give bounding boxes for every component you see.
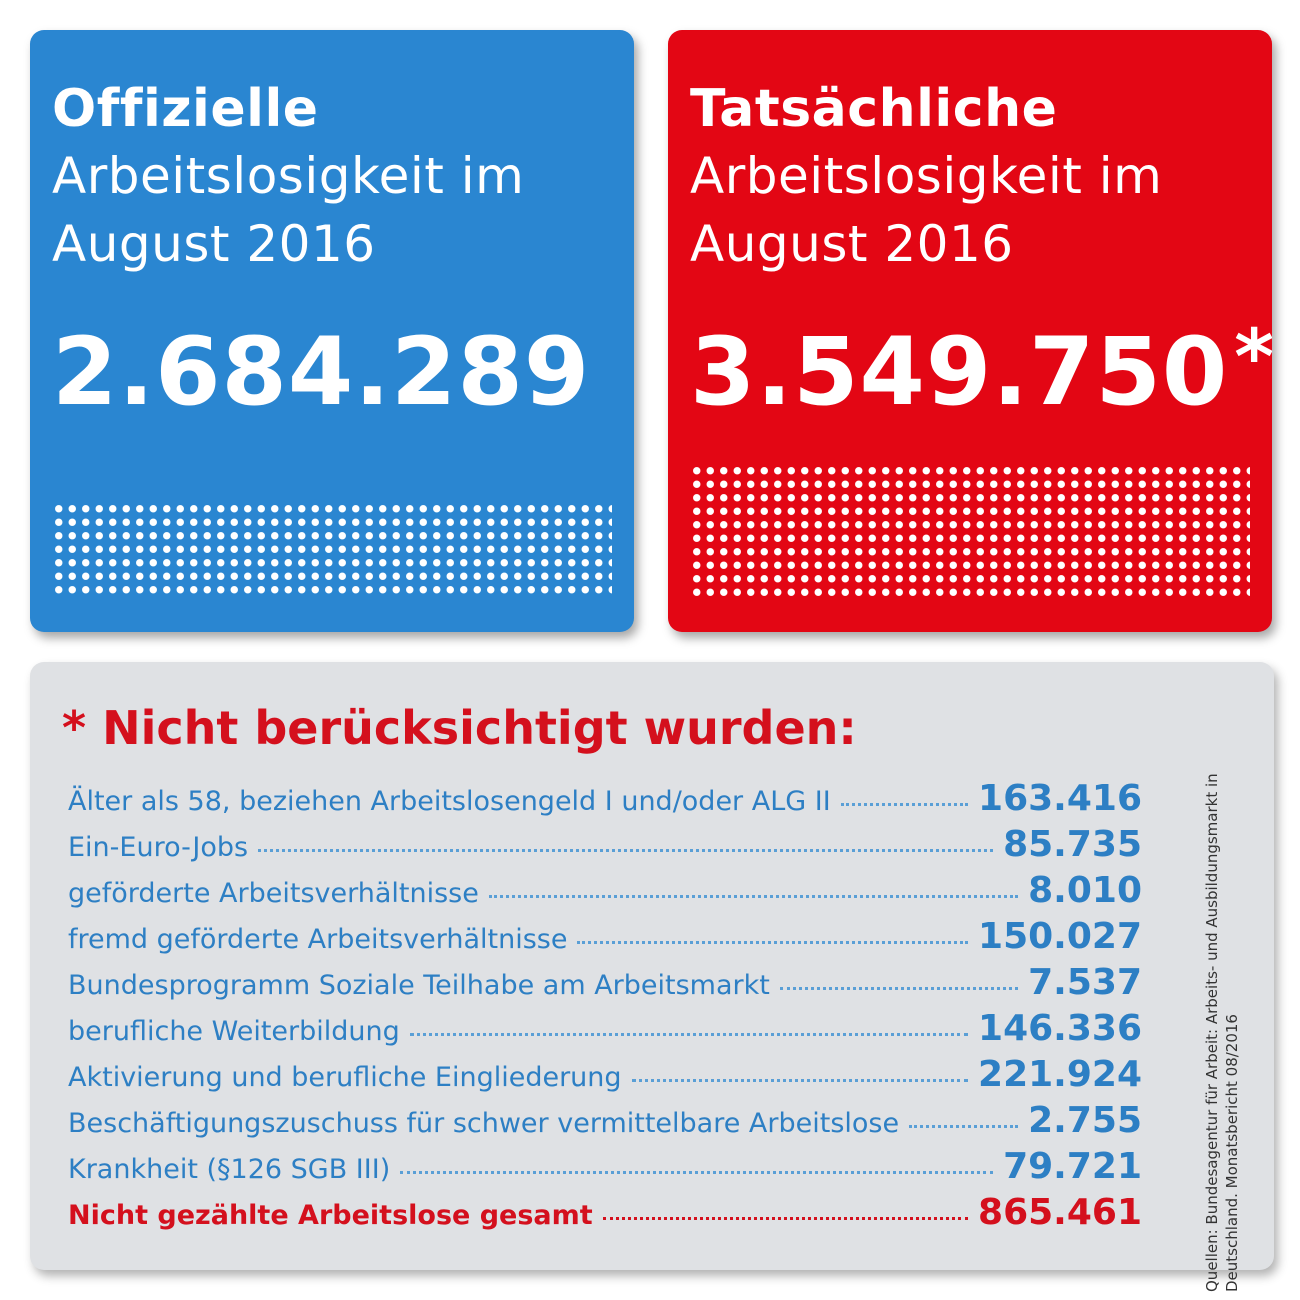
dotted-leader <box>631 1079 969 1082</box>
list-item-label: Älter als 58, beziehen Arbeitslosengeld … <box>68 786 831 817</box>
list-item-value: 146.336 <box>978 1008 1142 1049</box>
list-item-label: Bundesprogramm Soziale Teilhabe am Arbei… <box>68 970 770 1001</box>
dotted-leader <box>409 1033 969 1036</box>
actual-heading: Tatsächliche <box>690 79 1058 139</box>
list-item-value: 7.537 <box>1028 962 1142 1003</box>
list-item-label: fremd geförderte Arbeitsverhältnisse <box>68 924 568 955</box>
dotted-leader <box>909 1125 1019 1128</box>
dotted-leader <box>488 895 1019 898</box>
list-item-value: 221.924 <box>978 1054 1142 1095</box>
list-item: Beschäftigungszuschuss für schwer vermit… <box>68 1098 1142 1144</box>
list-item: Ein-Euro-Jobs 85.735 <box>68 822 1142 868</box>
list-item: fremd geförderte Arbeitsverhältnisse 150… <box>68 914 1142 960</box>
total-value: 865.461 <box>978 1192 1142 1233</box>
list-item-label: geförderte Arbeitsverhältnisse <box>68 878 479 909</box>
official-value: 2.684.289 <box>52 318 591 427</box>
actual-subheading: Arbeitslosigkeit im August 2016 <box>690 147 1163 273</box>
list-item: Bundesprogramm Soziale Teilhabe am Arbei… <box>68 960 1142 1006</box>
total-label: Nicht gezählte Arbeitslose gesamt <box>68 1200 593 1231</box>
actual-asterisk: * <box>1234 312 1272 401</box>
official-dot-pattern <box>52 502 612 597</box>
dotted-leader <box>602 1217 969 1220</box>
actual-unemployment-card: Tatsächliche Arbeitslosigkeit im August … <box>668 30 1272 632</box>
actual-value-wrapper: 3.549.750* <box>690 312 1272 428</box>
list-item: Krankheit (§126 SGB III) 79.721 <box>68 1144 1142 1190</box>
list-item-value: 150.027 <box>978 916 1142 957</box>
list-item: berufliche Weiterbildung 146.336 <box>68 1006 1142 1052</box>
list-item: geförderte Arbeitsverhältnisse 8.010 <box>68 868 1142 914</box>
dotted-leader <box>400 1171 994 1174</box>
list-item-value: 8.010 <box>1028 870 1142 911</box>
list-item-value: 85.735 <box>1003 824 1142 865</box>
not-counted-title: * Nicht berücksichtigt wurden: <box>62 701 857 755</box>
official-heading: Offizielle <box>52 79 319 139</box>
total-row: Nicht gezählte Arbeitslose gesamt 865.46… <box>68 1190 1142 1236</box>
list-item-label: Aktivierung und berufliche Eingliederung <box>68 1062 622 1093</box>
list-item-value: 79.721 <box>1003 1146 1142 1187</box>
list-item-label: Beschäftigungszuschuss für schwer vermit… <box>68 1108 900 1139</box>
official-unemployment-card: Offizielle Arbeitslosigkeit im August 20… <box>30 30 634 632</box>
not-counted-panel: * Nicht berücksichtigt wurden: Älter als… <box>30 662 1274 1292</box>
list-item-label: Krankheit (§126 SGB III) <box>68 1154 391 1185</box>
actual-value: 3.549.750 <box>690 318 1229 427</box>
list-item-label: Ein-Euro-Jobs <box>68 832 249 863</box>
dotted-leader <box>577 941 969 944</box>
dotted-leader <box>840 803 969 806</box>
not-counted-list: Älter als 58, beziehen Arbeitslosengeld … <box>68 776 1142 1236</box>
list-item-value: 2.755 <box>1028 1100 1142 1141</box>
list-item-value: 163.416 <box>978 778 1142 819</box>
official-subheading: Arbeitslosigkeit im August 2016 <box>52 147 525 273</box>
actual-dot-pattern <box>690 464 1250 599</box>
list-item-label: berufliche Weiterbildung <box>68 1016 400 1047</box>
dotted-leader <box>258 849 994 852</box>
source-note: Quellen: Bundesagentur für Arbeit: Arbei… <box>1203 773 1241 1292</box>
list-item: Aktivierung und berufliche Eingliederung… <box>68 1052 1142 1098</box>
dotted-leader <box>779 987 1019 990</box>
list-item: Älter als 58, beziehen Arbeitslosengeld … <box>68 776 1142 822</box>
